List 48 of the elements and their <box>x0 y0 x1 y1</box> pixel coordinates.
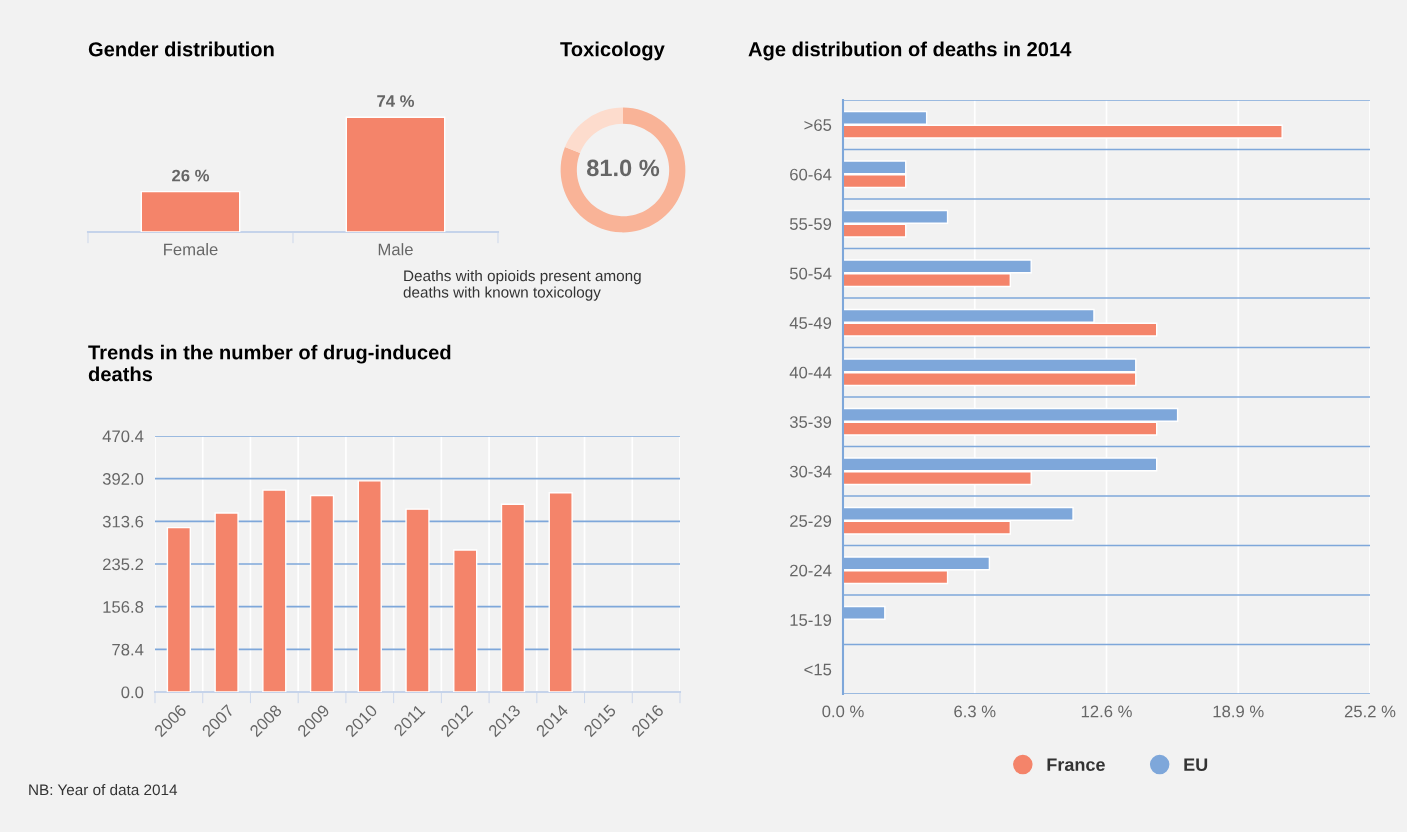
y-tick-label: 60-64 <box>790 168 832 181</box>
y-tick-label: <15 <box>804 663 832 676</box>
y-tick-label: 40-44 <box>789 366 832 379</box>
bar <box>166 526 192 692</box>
y-tick-label: 156.8 <box>103 601 144 613</box>
y-tick-label: >65 <box>804 119 832 131</box>
chart-title: Toxicology <box>560 41 665 61</box>
chart-title: Age distribution of deaths in 2014 <box>748 41 1072 61</box>
legend-label: EU <box>1184 758 1208 772</box>
y-tick-label: 78.4 <box>112 643 144 656</box>
y-tick-label: 25-29 <box>790 515 832 527</box>
legend-label: France <box>1047 758 1105 772</box>
x-tick-label: 18.9 % <box>1213 705 1264 718</box>
x-tick-label: Female <box>164 243 218 256</box>
y-tick-label: 313.6 <box>102 515 144 528</box>
y-tick-label: 470.4 <box>102 430 144 443</box>
donut-slice <box>564 107 623 153</box>
bar <box>262 489 287 692</box>
bar <box>214 512 239 692</box>
data-label: 81.0 % <box>587 159 660 177</box>
y-tick-label: 235.2 <box>103 558 144 571</box>
x-tick-label: Male <box>378 243 413 256</box>
x-tick-label: 6.3 % <box>954 705 996 718</box>
y-tick-label: 30-34 <box>789 465 832 478</box>
bar <box>405 508 430 692</box>
bar <box>548 492 573 692</box>
y-tick-label: 20-24 <box>790 564 832 577</box>
bar <box>309 494 335 692</box>
data-label: 74 % <box>377 95 415 107</box>
data-label: 26 % <box>172 169 210 182</box>
y-tick-label: 0.0 <box>121 686 144 699</box>
bar <box>357 480 382 692</box>
y-tick-label: 15-19 <box>790 614 832 626</box>
text: Deaths with opioids present among deaths with known toxicology <box>403 270 641 301</box>
y-tick-label: 50-54 <box>789 267 832 280</box>
y-tick-label: 392.0 <box>102 473 144 485</box>
x-tick-label: 12.6 % <box>1081 705 1132 718</box>
y-tick-label: 35-39 <box>789 416 832 428</box>
bar <box>453 549 478 692</box>
donut-slice <box>560 107 686 233</box>
y-tick-label: 45-49 <box>789 317 832 329</box>
chart-title: Trends in the number of drug-induced deaths <box>88 344 451 382</box>
x-tick-label: 25.2 % <box>1344 705 1396 718</box>
x-tick-label: 0.0 % <box>822 705 864 718</box>
chart-title: Gender distribution <box>88 41 274 57</box>
y-tick-label: 55-59 <box>789 218 832 230</box>
text: NB: Year of data 2014 <box>29 784 178 796</box>
bar <box>500 503 526 692</box>
